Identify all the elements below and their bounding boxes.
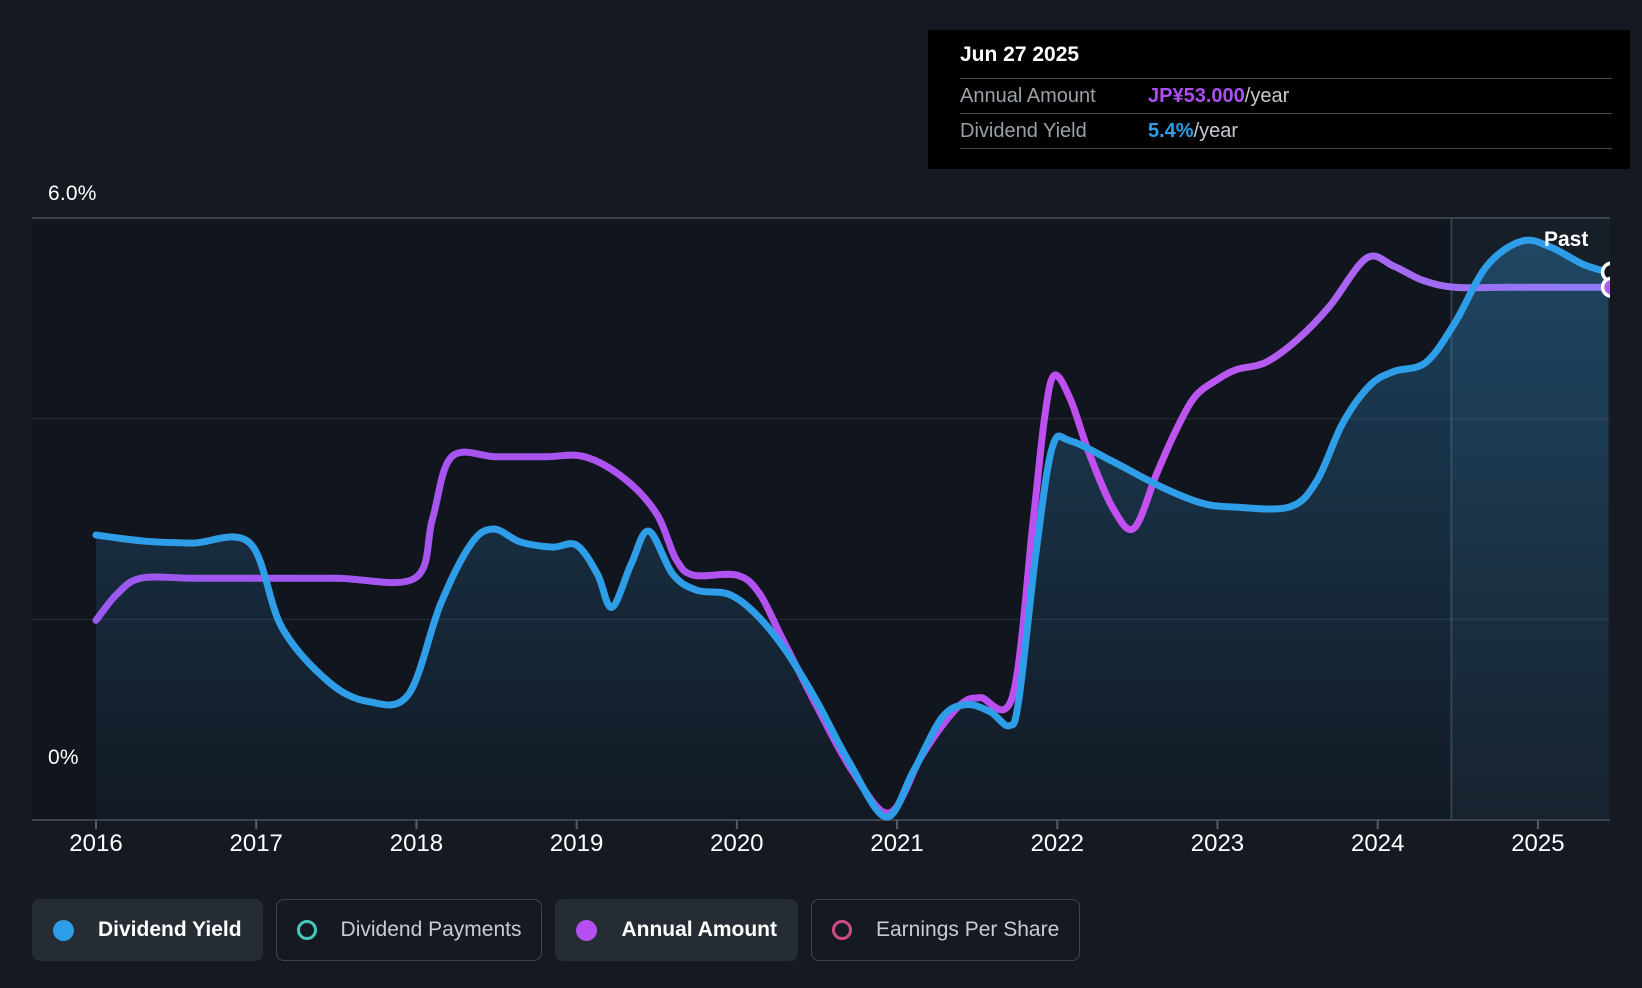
tooltip-row-dividend-yield: Dividend Yield 5.4% /year (960, 113, 1612, 148)
legend-label: Dividend Payments (340, 918, 522, 941)
earnings-per-share-marker-icon (832, 920, 852, 940)
x-axis-label-2022: 2022 (1030, 830, 1084, 857)
legend-label: Earnings Per Share (876, 918, 1060, 941)
tooltip-label: Dividend Yield (960, 119, 1087, 142)
x-axis-label-2016: 2016 (69, 830, 123, 857)
tooltip-date: Jun 27 2025 (960, 43, 1080, 66)
legend-dividend-yield[interactable]: Dividend Yield (32, 899, 263, 961)
legend-label: Dividend Yield (98, 918, 242, 941)
x-axis-label-2020: 2020 (710, 830, 764, 857)
tooltip-label: Annual Amount (960, 84, 1096, 107)
legend-annual-amount[interactable]: Annual Amount (555, 899, 798, 961)
chart-tooltip-inner: Jun 27 2025 Annual Amount JP¥53.000 /yea… (960, 30, 1612, 149)
x-axis-label-2021: 2021 (870, 830, 924, 857)
legend-earnings-per-share[interactable]: Earnings Per Share (811, 899, 1081, 961)
legend-dividend-payments[interactable]: Dividend Payments (275, 899, 543, 961)
x-axis-label-2017: 2017 (229, 830, 283, 857)
tooltip-row-annual-amount: Annual Amount JP¥53.000 /year (960, 78, 1612, 113)
tooltip-rows: Annual Amount JP¥53.000 /year Dividend Y… (960, 78, 1612, 149)
tooltip-value-dividend-yield: 5.4% (1148, 119, 1194, 142)
y-axis-label-bottom: 0% (48, 746, 79, 769)
tooltip-suffix: /year (1244, 84, 1290, 107)
legend-label: Annual Amount (621, 918, 777, 941)
dividend-payments-marker-icon (296, 920, 317, 940)
x-axis-label-2019: 2019 (549, 830, 604, 857)
annual-amount-marker-icon (576, 919, 598, 941)
chart-legend: Dividend Yield Dividend Payments Annual Am… (32, 899, 1081, 961)
tooltip-suffix: /year (1193, 119, 1239, 142)
x-axis-label-2025: 2025 (1511, 830, 1565, 857)
dividend-yield-marker-icon (53, 919, 74, 941)
x-axis-label-2024: 2024 (1350, 830, 1405, 857)
x-axis-label-2023: 2023 (1190, 830, 1245, 857)
tooltip-value-annual-amount: JP¥53.000 (1148, 84, 1245, 107)
x-axis-label-2018: 2018 (389, 830, 444, 857)
y-axis-label-top: 6.0% (48, 182, 97, 205)
chart-tooltip: Jun 27 2025 Annual Amount JP¥53.000 /yea… (928, 30, 1630, 169)
past-region-label: Past (1544, 228, 1589, 251)
